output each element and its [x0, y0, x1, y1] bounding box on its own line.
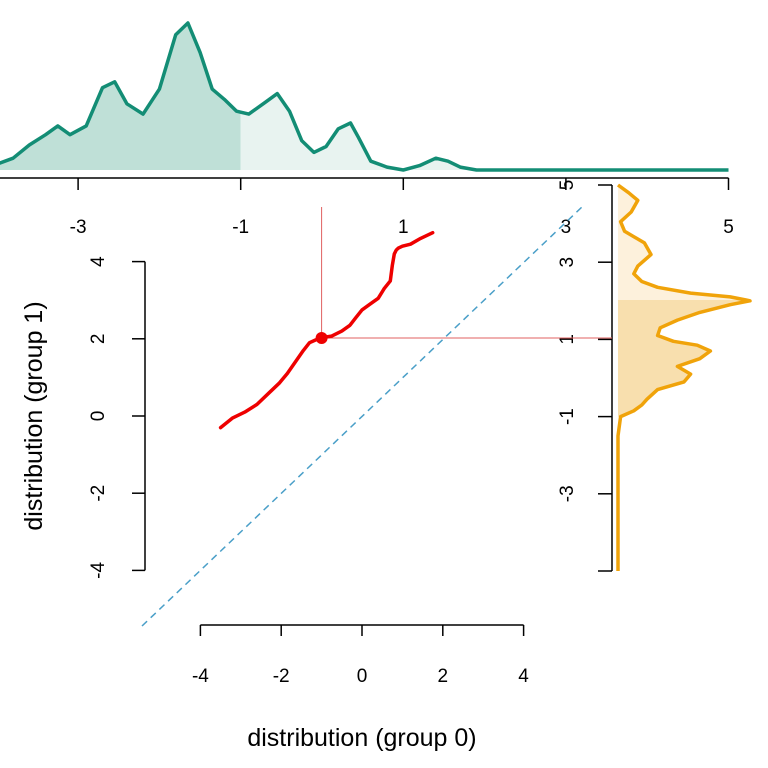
qq-plot-panel: -4 -2 0 2 4 -4 -2 0 2 4: [88, 205, 612, 687]
right-axis-tick-label: -1: [557, 408, 578, 425]
x-tick-label: 4: [518, 666, 529, 687]
right-axis-tick-label: -3: [557, 485, 578, 502]
y-axis-title: distribution (group 1): [20, 301, 48, 530]
x-tick-label: 0: [357, 666, 368, 687]
qq-curve: [218, 230, 435, 430]
right-density-fill-low: [618, 300, 750, 417]
right-density-curve: [616, 183, 752, 571]
y-tick-label: -4: [88, 562, 109, 579]
top-axis-tick-label: 1: [398, 217, 409, 238]
x-tick-label: 2: [438, 666, 449, 687]
right-axis-tick-label: 1: [557, 334, 578, 345]
right-axis-tick-label: 3: [557, 257, 578, 268]
top-axis-tick-label: 5: [723, 217, 734, 238]
y-tick-label: 4: [88, 256, 109, 267]
identity-line: [141, 205, 584, 627]
x-axis-title: distribution (group 0): [247, 724, 476, 752]
x-tick-label: -2: [273, 666, 290, 687]
top-axis-tick-label: 3: [561, 217, 572, 238]
top-density-curve: [0, 21, 729, 172]
y-tick-label: -2: [88, 485, 109, 502]
top-density-fill-right: [240, 93, 501, 170]
x-tick-label: -4: [192, 666, 209, 687]
right-axis-tick-label: 5: [557, 180, 578, 191]
highlight-point: [315, 332, 328, 345]
top-density-fill-left: [0, 23, 241, 170]
top-axis-tick-label: -3: [70, 217, 87, 238]
y-tick-label: 0: [88, 411, 109, 422]
top-axis-tick-label: -1: [232, 217, 249, 238]
top-density-panel: -3 -1 1 3 5: [0, 21, 734, 238]
right-density-panel: -3 -1 1 3 5: [557, 180, 752, 572]
y-tick-label: 2: [88, 334, 109, 345]
